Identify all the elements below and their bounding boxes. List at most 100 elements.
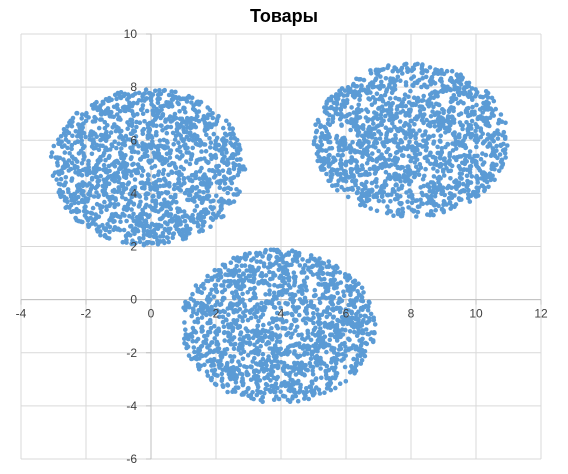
scatter-point xyxy=(153,183,159,188)
scatter-point xyxy=(273,260,278,266)
scatter-point xyxy=(394,113,399,118)
scatter-point xyxy=(145,172,151,177)
scatter-point xyxy=(155,242,161,247)
scatter-point xyxy=(245,386,251,392)
scatter-point xyxy=(208,181,214,186)
scatter-point xyxy=(63,175,69,180)
scatter-point xyxy=(241,284,247,289)
scatter-point xyxy=(190,145,195,151)
scatter-point xyxy=(226,371,232,377)
scatter-point xyxy=(70,133,75,139)
scatter-point xyxy=(153,88,158,94)
scatter-point xyxy=(176,176,181,182)
scatter-point xyxy=(236,367,241,373)
scatter-point xyxy=(134,119,139,125)
scatter-point xyxy=(341,289,346,295)
scatter-point xyxy=(380,98,386,104)
scatter-point xyxy=(61,194,67,200)
scatter-point xyxy=(221,330,227,336)
scatter-point xyxy=(364,160,370,166)
scatter-point xyxy=(359,150,365,156)
scatter-point xyxy=(219,196,224,202)
scatter-point xyxy=(360,336,365,342)
scatter-point xyxy=(363,327,369,332)
scatter-point xyxy=(187,187,192,193)
scatter-point xyxy=(169,201,174,206)
scatter-point xyxy=(360,166,366,172)
scatter-point xyxy=(222,338,227,343)
scatter-point xyxy=(158,104,163,109)
scatter-point xyxy=(343,348,348,354)
scatter-point xyxy=(431,141,436,146)
scatter-point xyxy=(417,204,422,209)
scatter-point xyxy=(202,172,207,177)
scatter-point xyxy=(144,191,150,196)
scatter-point xyxy=(408,158,414,164)
scatter-point xyxy=(94,190,99,195)
scatter-point xyxy=(291,351,297,356)
scatter-point xyxy=(224,118,229,124)
scatter-point xyxy=(232,279,237,284)
scatter-point xyxy=(367,192,372,198)
scatter-point xyxy=(56,181,62,187)
scatter-point xyxy=(255,382,260,388)
scatter-point xyxy=(376,198,382,204)
scatter-point xyxy=(142,186,147,191)
scatter-point xyxy=(115,90,121,96)
scatter-point xyxy=(271,290,277,296)
scatter-point xyxy=(177,144,183,150)
scatter-point xyxy=(152,155,158,160)
scatter-point xyxy=(383,139,388,145)
scatter-point xyxy=(324,314,330,320)
scatter-point xyxy=(339,123,344,128)
scatter-point xyxy=(196,346,201,352)
scatter-point xyxy=(327,337,333,343)
scatter-point xyxy=(168,194,174,200)
scatter-point xyxy=(61,183,67,188)
scatter-point xyxy=(151,104,157,109)
scatter-point xyxy=(72,196,77,202)
scatter-point xyxy=(202,120,208,125)
scatter-point xyxy=(228,376,233,382)
scatter-point xyxy=(248,286,253,292)
scatter-point xyxy=(311,303,317,309)
scatter-point xyxy=(322,105,327,110)
scatter-point xyxy=(373,67,379,73)
scatter-point xyxy=(143,204,148,210)
x-tick-label: 8 xyxy=(408,307,415,321)
scatter-point xyxy=(308,385,314,390)
scatter-point xyxy=(373,76,379,81)
scatter-point xyxy=(202,142,208,147)
scatter-point xyxy=(66,189,71,195)
scatter-point xyxy=(91,146,97,151)
scatter-point xyxy=(485,90,491,96)
scatter-point xyxy=(353,346,359,352)
scatter-point xyxy=(334,322,339,328)
scatter-point xyxy=(412,122,417,127)
scatter-point xyxy=(142,119,147,124)
scatter-point xyxy=(80,219,85,225)
scatter-point xyxy=(120,190,125,196)
scatter-point xyxy=(236,147,242,153)
scatter-point xyxy=(311,315,316,320)
scatter-point xyxy=(343,344,348,350)
scatter-point xyxy=(93,116,99,121)
scatter-point xyxy=(449,185,454,190)
scatter-point xyxy=(321,161,327,167)
scatter-point xyxy=(252,311,257,317)
scatter-point xyxy=(230,373,236,379)
scatter-point xyxy=(467,199,473,204)
scatter-point xyxy=(170,232,176,237)
scatter-point xyxy=(305,316,310,321)
scatter-point xyxy=(349,90,355,95)
scatter-point xyxy=(82,205,87,210)
scatter-point xyxy=(261,307,267,313)
scatter-point xyxy=(107,147,113,152)
scatter-point xyxy=(411,209,417,214)
scatter-point xyxy=(224,346,230,352)
scatter-point xyxy=(450,131,456,137)
scatter-point xyxy=(221,136,226,141)
scatter-point xyxy=(214,193,219,199)
scatter-point xyxy=(445,141,450,147)
scatter-point xyxy=(367,166,373,172)
